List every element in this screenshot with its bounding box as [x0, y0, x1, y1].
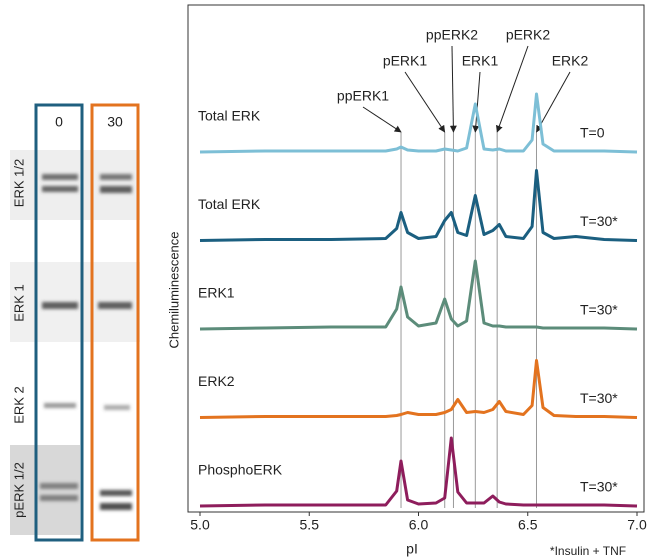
- peak-arrow: [363, 107, 401, 132]
- row-label: ERK 2: [11, 386, 26, 424]
- trace: [200, 171, 637, 241]
- lane-label: 30: [107, 114, 123, 130]
- series-name: PhosphoERK: [198, 462, 283, 478]
- x-tick-label: 5.0: [190, 517, 210, 533]
- y-axis-label: Chemiluminescence: [166, 231, 181, 348]
- trace: [200, 94, 637, 152]
- x-tick-label: 6.0: [409, 517, 429, 533]
- series-name: ERK1: [198, 285, 235, 301]
- x-tick-label: 6.5: [518, 517, 538, 533]
- figure: 0 30 ERK 1/2 ERK 1 ERK 2 pERK 1/2 Chemil…: [0, 0, 650, 560]
- peak-label: ERK2: [552, 53, 589, 69]
- row-label: pERK 1/2: [11, 462, 26, 518]
- peak-arrow: [497, 46, 528, 132]
- peak-label: ERK1: [462, 53, 499, 69]
- trace: [200, 261, 637, 329]
- blot-bg: [10, 150, 140, 220]
- series-condition: T=30*: [580, 390, 618, 406]
- x-tick-label: 7.0: [627, 517, 647, 533]
- footnote: *Insulin + TNF: [550, 544, 626, 558]
- series-name: Total ERK: [198, 196, 261, 212]
- lane-label: 0: [55, 114, 63, 130]
- series-condition: T=0: [580, 125, 605, 141]
- series-name: ERK2: [198, 373, 235, 389]
- peak-label: pERK2: [506, 27, 551, 43]
- trace: [200, 361, 637, 418]
- x-axis-label: pI: [406, 541, 418, 557]
- row-label: ERK 1: [11, 284, 26, 322]
- peak-arrow: [452, 46, 453, 132]
- series-condition: T=30*: [580, 302, 618, 318]
- peak-label: ppERK2: [426, 27, 478, 43]
- row-label: ERK 1/2: [11, 159, 26, 207]
- peak-arrow: [405, 72, 445, 132]
- peak-label: ppERK1: [337, 88, 389, 104]
- blot-panel: 0 30 ERK 1/2 ERK 1 ERK 2 pERK 1/2: [10, 105, 140, 540]
- series-name: Total ERK: [198, 108, 261, 124]
- peak-label: pERK1: [383, 53, 428, 69]
- plot-frame: [188, 5, 644, 512]
- series-condition: T=30*: [580, 213, 618, 229]
- x-tick-label: 5.5: [300, 517, 320, 533]
- series-condition: T=30*: [580, 479, 618, 495]
